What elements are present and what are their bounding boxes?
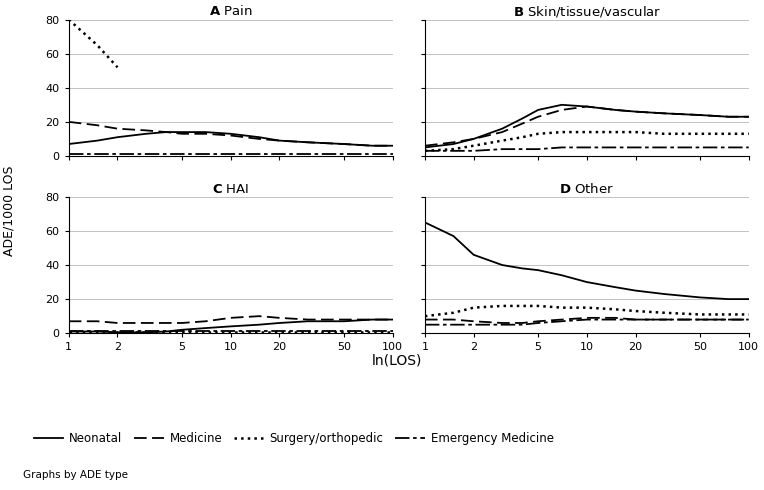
Text: Graphs by ADE type: Graphs by ADE type	[23, 470, 128, 480]
Text: ADE/1000 LOS: ADE/1000 LOS	[2, 166, 16, 256]
Legend: Neonatal, Medicine, Surgery/orthopedic, Emergency Medicine: Neonatal, Medicine, Surgery/orthopedic, …	[29, 427, 558, 450]
Title: $\mathbf{D}$ Other: $\mathbf{D}$ Other	[559, 182, 614, 196]
Title: $\mathbf{A}$ Pain: $\mathbf{A}$ Pain	[209, 4, 252, 19]
Title: $\mathbf{B}$ Skin/tissue/vascular: $\mathbf{B}$ Skin/tissue/vascular	[513, 4, 661, 19]
Text: ln(LOS): ln(LOS)	[372, 353, 422, 367]
Title: $\mathbf{C}$ HAI: $\mathbf{C}$ HAI	[212, 183, 249, 196]
